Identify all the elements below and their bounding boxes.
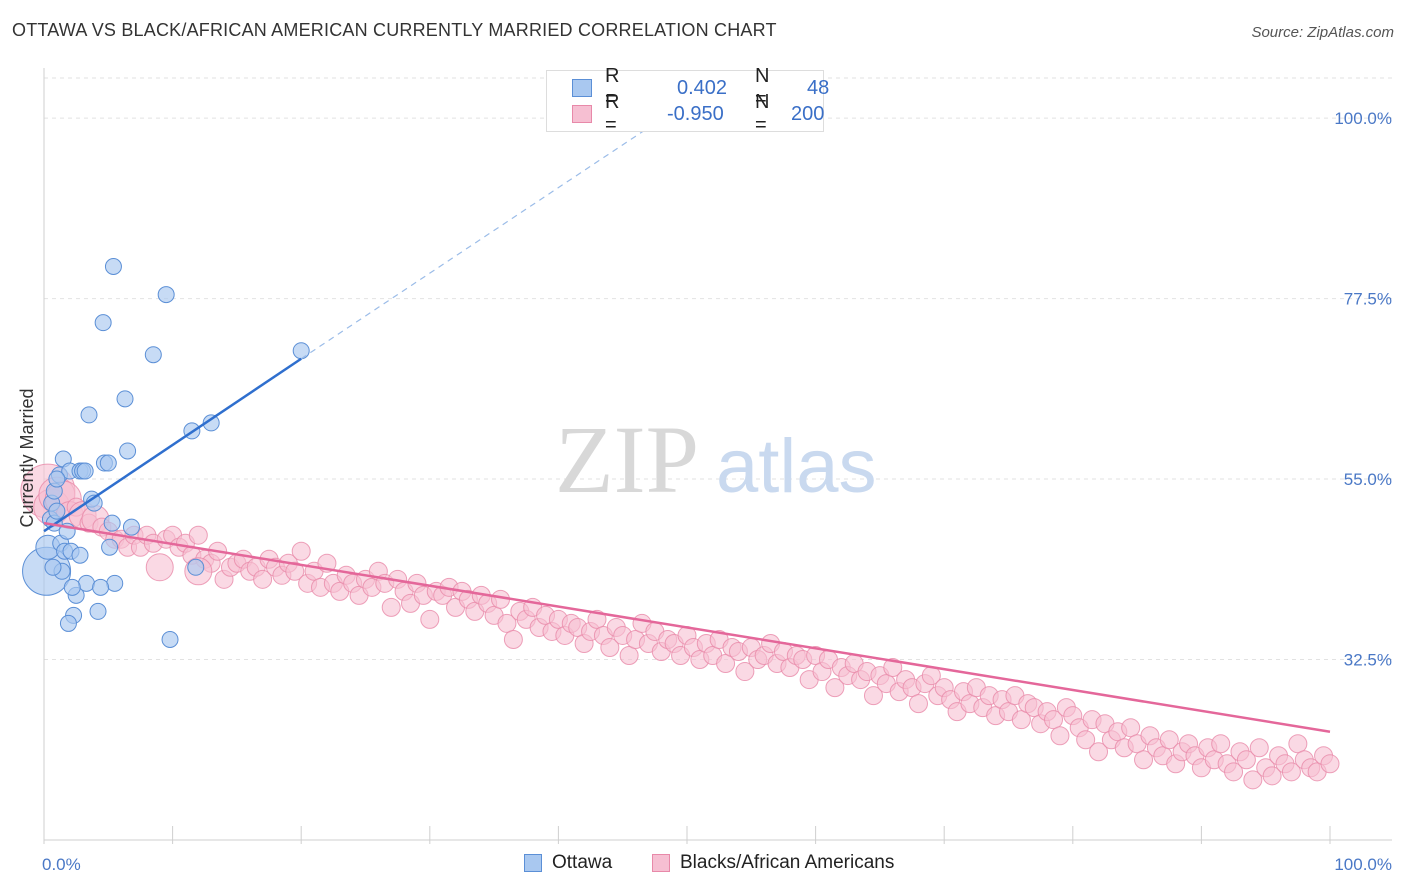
data-point-ottawa xyxy=(106,574,124,592)
data-point-blacks xyxy=(863,686,883,706)
source-label: Source: ZipAtlas.com xyxy=(1251,24,1394,41)
trend-lines xyxy=(43,101,1331,733)
legend-swatch-blacks xyxy=(572,105,592,123)
data-point-ottawa xyxy=(101,538,119,556)
chart-title: OTTAWA VS BLACK/AFRICAN AMERICAN CURRENT… xyxy=(12,20,777,40)
data-point-blacks xyxy=(1121,718,1141,738)
trend-line-ottawa xyxy=(43,357,302,533)
data-point-blacks xyxy=(188,525,208,545)
data-point-blacks xyxy=(1262,766,1282,786)
data-point-ottawa xyxy=(89,602,107,620)
data-point-blacks xyxy=(1211,734,1231,754)
legend-label-blacks: Blacks/African Americans xyxy=(680,852,895,873)
data-point-ottawa xyxy=(71,546,89,564)
legend-label-ottawa: Ottawa xyxy=(552,852,613,873)
data-point-blacks xyxy=(497,613,517,633)
legend-r-value: 0.402 xyxy=(677,76,728,99)
data-point-blacks xyxy=(1224,762,1244,782)
data-point-ottawa xyxy=(99,454,117,472)
x-tick-label: 0.0% xyxy=(42,855,81,874)
data-point-blacks xyxy=(381,597,401,617)
y-axis-title: Currently Married xyxy=(17,388,37,527)
data-point-ottawa xyxy=(202,414,220,432)
data-point-blacks xyxy=(883,658,903,678)
data-point-blacks xyxy=(1159,730,1179,750)
legend-swatch-ottawa xyxy=(572,79,592,97)
data-point-ottawa xyxy=(187,558,205,576)
y-tick-label: 55.0% xyxy=(1344,470,1392,489)
legend-n-label: N = xyxy=(755,65,770,110)
data-point-blacks xyxy=(600,637,620,657)
axes xyxy=(43,68,1392,844)
data-point-ottawa xyxy=(104,257,122,275)
data-point-ottawa xyxy=(48,502,66,520)
data-point-ottawa xyxy=(77,574,95,592)
data-point-blacks xyxy=(1044,710,1064,730)
series-legend: Ottawa Blacks/African Americans xyxy=(0,852,1406,878)
data-point-blacks xyxy=(1236,750,1256,770)
data-point-ottawa xyxy=(92,578,110,596)
data-point-blacks xyxy=(291,541,311,561)
data-point-ottawa xyxy=(94,314,112,332)
correlation-legend: R = 0.402 N = 48 R = -0.950 N = 200 xyxy=(546,65,829,136)
data-point-blacks xyxy=(735,662,755,682)
data-point-blacks xyxy=(1076,730,1096,750)
data-point-ottawa xyxy=(161,630,179,648)
legend-n-value: 48 xyxy=(807,76,830,99)
data-point-ottawa xyxy=(144,346,162,364)
data-point-blacks xyxy=(1249,738,1269,758)
data-point-ottawa xyxy=(122,518,140,536)
data-point-ottawa xyxy=(80,406,98,424)
y-tick-label: 100.0% xyxy=(1334,109,1392,128)
y-tick-label: 32.5% xyxy=(1344,651,1392,670)
trend-line-ottawa-extension xyxy=(300,101,688,360)
data-point-blacks xyxy=(716,654,736,674)
data-point-blacks xyxy=(145,553,174,582)
data-point-blacks xyxy=(420,609,440,629)
data-point-ottawa xyxy=(44,558,62,576)
legend-r-label: R = xyxy=(605,65,620,110)
legend-n-value: 200 xyxy=(791,102,825,125)
x-tick-label: 100.0% xyxy=(1334,855,1392,874)
watermark-zip: ZIP xyxy=(555,406,699,513)
data-point-ottawa xyxy=(76,462,94,480)
trend-line-blacks xyxy=(43,521,1331,733)
data-point-blacks xyxy=(1089,742,1109,762)
data-point-ottawa xyxy=(116,390,134,408)
data-point-blacks xyxy=(1050,726,1070,746)
legend-n-label: N = xyxy=(755,91,770,136)
legend-swatch-blacks xyxy=(652,854,670,872)
data-point-blacks xyxy=(1243,770,1263,790)
data-point-ottawa xyxy=(63,578,81,596)
legend-r-label: R = xyxy=(605,91,620,136)
data-point-blacks xyxy=(1134,750,1154,770)
data-point-blacks xyxy=(1320,754,1340,774)
data-point-blacks xyxy=(825,678,845,698)
data-point-blacks xyxy=(1281,762,1301,782)
data-point-ottawa xyxy=(157,286,175,304)
data-point-blacks xyxy=(587,609,607,629)
watermark: ZIP atlas xyxy=(555,406,877,513)
tick-labels: 32.5% 55.0% 77.5% 100.0% 0.0% 100.0% xyxy=(42,109,1392,874)
data-point-blacks xyxy=(285,561,305,581)
legend-item-blacks[interactable]: Blacks/African Americans xyxy=(652,852,894,874)
data-point-ottawa xyxy=(103,514,121,532)
y-tick-label: 77.5% xyxy=(1344,290,1392,309)
data-point-blacks xyxy=(1288,734,1308,754)
legend-r-value: -0.950 xyxy=(667,102,724,125)
data-point-blacks xyxy=(1011,710,1031,730)
data-point-ottawa xyxy=(292,342,310,360)
data-point-blacks xyxy=(253,569,273,589)
data-point-blacks xyxy=(619,646,639,666)
watermark-atlas: atlas xyxy=(716,424,877,509)
data-point-blacks xyxy=(503,629,523,649)
data-point-blacks xyxy=(908,694,928,714)
legend-swatch-ottawa xyxy=(524,854,542,872)
data-point-ottawa xyxy=(119,442,137,460)
data-point-ottawa xyxy=(59,614,77,632)
legend-item-ottawa[interactable]: Ottawa xyxy=(524,852,612,874)
series-ottawa-points xyxy=(22,257,310,648)
data-point-ottawa xyxy=(48,470,66,488)
